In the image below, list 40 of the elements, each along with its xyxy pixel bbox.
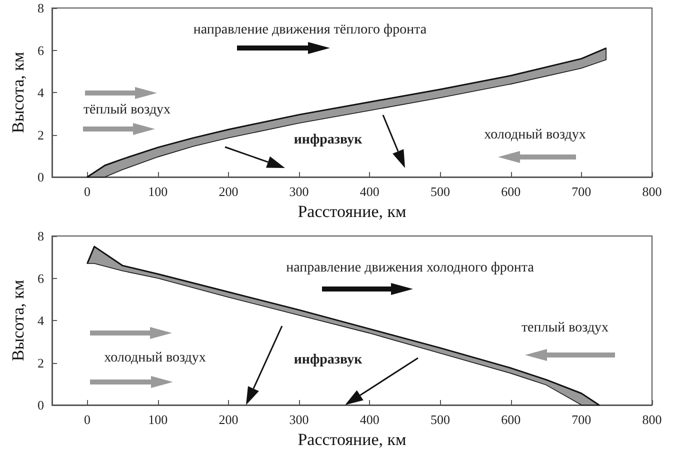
x-axis-title: Расстояние, км [298, 430, 407, 449]
annotation: направление движения холодного фронта [286, 260, 535, 276]
x-tick-label: 800 [642, 412, 662, 427]
x-tick-label: 600 [501, 184, 521, 199]
y-tick-label: 8 [38, 228, 44, 244]
y-tick-label: 4 [38, 313, 44, 328]
x-tick-label: 300 [289, 184, 309, 199]
x-tick-label: 200 [218, 184, 238, 199]
x-tick-label: 100 [148, 412, 168, 427]
annotation: холодный воздух [104, 350, 206, 366]
x-tick-label: 0 [84, 184, 91, 199]
annotation: холодный воздух [484, 128, 586, 142]
x-tick-label: 100 [148, 184, 168, 199]
x-tick-label: 0 [84, 412, 91, 427]
y-axis-title: Высота, км [8, 280, 28, 362]
annotation: инфразвук [294, 352, 364, 368]
y-tick-label: 8 [38, 0, 44, 16]
x-tick-label: 200 [218, 412, 238, 427]
x-tick-label: 800 [642, 184, 662, 199]
annotation: теплый воздух [521, 320, 609, 336]
x-tick-label: 700 [572, 412, 592, 427]
y-tick-label: 2 [38, 127, 44, 142]
x-tick-label: 500 [430, 412, 450, 427]
x-tick-label: 600 [501, 412, 521, 427]
x-tick-label: 400 [360, 412, 380, 427]
annotation: направление движения тёплого фронта [193, 22, 428, 38]
annotation: инфразвук [294, 132, 364, 148]
x-tick-label: 400 [360, 184, 380, 199]
y-tick-label: 0 [38, 170, 44, 184]
y-tick-label: 6 [38, 42, 44, 58]
y-tick-label: 4 [38, 85, 44, 100]
x-tick-label: 300 [289, 412, 309, 427]
annotation: тёплый воздух [83, 102, 171, 118]
y-tick-label: 6 [38, 270, 44, 286]
x-tick-label: 700 [572, 184, 592, 199]
y-tick-label: 2 [38, 355, 44, 370]
x-tick-label: 500 [430, 184, 450, 199]
x-axis-title: Расстояние, км [298, 202, 407, 221]
y-axis-title: Высота, км [8, 52, 28, 134]
y-tick-label: 0 [38, 398, 44, 412]
